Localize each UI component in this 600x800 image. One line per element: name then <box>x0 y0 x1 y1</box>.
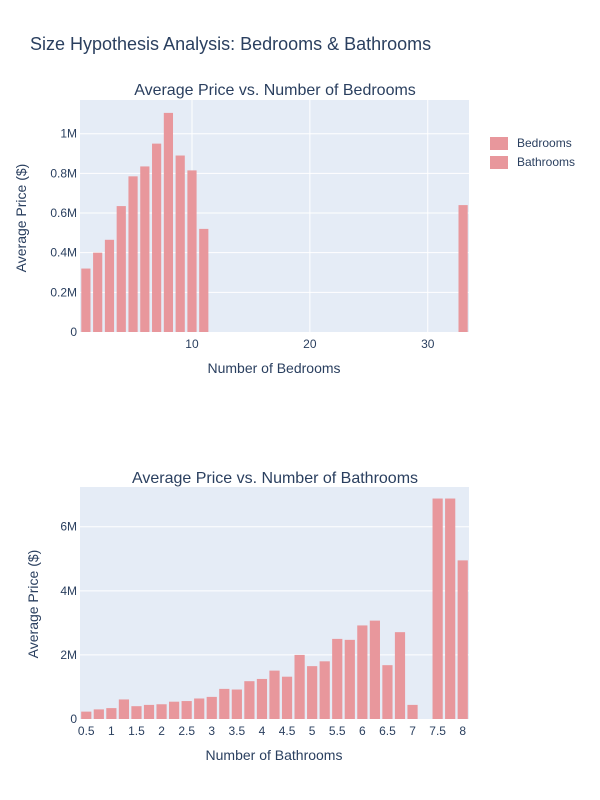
bathrooms-x-tick-label: 1 <box>108 724 115 738</box>
bathrooms-bar-5-25[interactable] <box>319 661 330 719</box>
bathrooms-x-ticks: 0.5 1 1.5 2 2.5 3 3.5 4 4.5 5 5.5 6 6.5 7 7.5 8 <box>78 724 466 738</box>
legend-label-bathrooms: Bathrooms <box>517 155 575 169</box>
bathrooms-bar-7-75[interactable] <box>445 498 456 719</box>
bathrooms-bar-6-75[interactable] <box>394 632 406 719</box>
bathrooms-y-axis-title: Average Price ($) <box>25 550 41 659</box>
bathrooms-x-tick-label: 3.5 <box>229 724 246 738</box>
legend-swatch-bathrooms <box>490 156 508 169</box>
bedrooms-bar-3[interactable] <box>104 239 115 332</box>
bathrooms-bar-3[interactable] <box>206 696 217 719</box>
bathrooms-x-tick-label: 4 <box>259 724 266 738</box>
bathrooms-bar-5-75[interactable] <box>344 639 355 719</box>
bathrooms-y-tick-label: 2M <box>60 648 77 662</box>
bedrooms-bar-5[interactable] <box>128 176 138 332</box>
bedrooms-bar-33[interactable] <box>458 205 468 332</box>
bathrooms-bar-4-75[interactable] <box>294 654 305 719</box>
bedrooms-bar-1[interactable] <box>81 268 91 332</box>
bedrooms-x-axis-title: Number of Bedrooms <box>207 360 340 376</box>
bathrooms-bar-4[interactable] <box>256 678 268 719</box>
bedrooms-y-tick-label: 0 <box>70 325 77 339</box>
bathrooms-bar-5[interactable] <box>307 666 318 719</box>
bedrooms-subplot: 0 0.2M 0.4M 0.6M 0.8M 1M 10 20 30 Average Price… <box>13 82 469 376</box>
legend-label-bedrooms: Bedrooms <box>517 136 572 150</box>
bedrooms-x-tick-label: 10 <box>185 337 199 351</box>
bedrooms-bar-11[interactable] <box>199 228 209 332</box>
bedrooms-x-tick-label: 20 <box>303 337 317 351</box>
figure-title: Size Hypothesis Analysis: Bedrooms & Bat… <box>30 34 431 54</box>
bedrooms-bar-7[interactable] <box>152 143 162 332</box>
bathrooms-bar-0-75[interactable] <box>93 709 104 719</box>
bathrooms-bar-8[interactable] <box>457 560 468 719</box>
bathrooms-x-axis-title: Number of Bathrooms <box>206 747 343 763</box>
bedrooms-y-tick-label: 0.6M <box>50 206 77 220</box>
bathrooms-x-tick-label: 1.5 <box>128 724 145 738</box>
bathrooms-bars <box>81 498 468 719</box>
bedrooms-y-axis-title: Average Price ($) <box>13 164 29 273</box>
legend-item-bathrooms[interactable]: Bathrooms <box>490 155 575 169</box>
bathrooms-bar-3-75[interactable] <box>244 681 255 719</box>
bathrooms-y-ticks: 0 2M 4M 6M <box>60 520 77 726</box>
bathrooms-x-tick-label: 6 <box>359 724 366 738</box>
bedrooms-bars <box>81 112 468 332</box>
bathrooms-bar-2[interactable] <box>156 704 167 719</box>
bathrooms-x-tick-label: 0.5 <box>78 724 95 738</box>
bathrooms-x-tick-label: 2.5 <box>178 724 195 738</box>
bathrooms-y-tick-label: 6M <box>60 520 77 534</box>
bathrooms-x-tick-label: 3 <box>208 724 215 738</box>
bathrooms-bar-2-25[interactable] <box>169 701 180 719</box>
bathrooms-x-tick-label: 4.5 <box>279 724 296 738</box>
bathrooms-y-tick-label: 0 <box>70 712 77 726</box>
bedrooms-y-ticks: 0 0.2M 0.4M 0.6M 0.8M 1M <box>50 127 77 339</box>
bedrooms-plot-area <box>80 100 469 332</box>
bathrooms-bar-6-5[interactable] <box>382 665 393 719</box>
bathrooms-x-tick-label: 5.5 <box>329 724 346 738</box>
bedrooms-y-tick-label: 1M <box>60 127 77 141</box>
bedrooms-bar-4[interactable] <box>116 206 126 332</box>
bathrooms-x-tick-label: 8 <box>459 724 466 738</box>
bathrooms-bar-1-75[interactable] <box>143 704 155 719</box>
bedrooms-bar-8[interactable] <box>163 112 174 332</box>
legend: Bedrooms Bathrooms <box>490 136 575 169</box>
bathrooms-x-tick-label: 6.5 <box>379 724 396 738</box>
bathrooms-bar-6-25[interactable] <box>369 620 380 719</box>
bathrooms-subplot: 0 2M 4M 6M 0.5 1 1.5 2 2.5 3 3.5 4 4.5 5 5.5 6 6.5 7 7.5 8… <box>25 470 469 763</box>
bathrooms-bar-3-25[interactable] <box>219 688 230 719</box>
bathrooms-y-tick-label: 4M <box>60 584 77 598</box>
bathrooms-x-tick-label: 7 <box>409 724 416 738</box>
bedrooms-y-tick-label: 0.2M <box>50 285 77 299</box>
bathrooms-bar-5-5[interactable] <box>332 638 343 719</box>
bathrooms-bar-0-5[interactable] <box>81 711 92 719</box>
bedrooms-y-tick-label: 0.8M <box>50 166 77 180</box>
bedrooms-bar-6[interactable] <box>140 166 150 332</box>
bathrooms-bar-2-75[interactable] <box>194 698 205 719</box>
bedrooms-chart-title: Average Price vs. Number of Bedrooms <box>134 82 416 99</box>
bathrooms-x-tick-label: 5 <box>309 724 316 738</box>
bathrooms-x-tick-label: 7.5 <box>429 724 446 738</box>
legend-swatch-bedrooms <box>490 137 508 150</box>
bedrooms-x-tick-label: 30 <box>421 337 435 351</box>
bathrooms-chart-title: Average Price vs. Number of Bathrooms <box>132 470 418 487</box>
bathrooms-bar-2-5[interactable] <box>181 701 192 719</box>
bathrooms-bar-1-5[interactable] <box>131 706 142 719</box>
bathrooms-x-tick-label: 2 <box>158 724 165 738</box>
bathrooms-bar-4-5[interactable] <box>281 676 293 719</box>
bedrooms-bar-10[interactable] <box>187 170 197 332</box>
bathrooms-bar-7[interactable] <box>407 704 418 719</box>
bathrooms-bar-6[interactable] <box>357 625 368 719</box>
bathrooms-bar-3-5[interactable] <box>231 689 242 719</box>
bathrooms-bar-1-25[interactable] <box>118 699 130 719</box>
bedrooms-bar-9[interactable] <box>175 155 185 332</box>
legend-item-bedrooms[interactable]: Bedrooms <box>490 136 572 150</box>
bathrooms-bar-7-5[interactable] <box>432 498 443 719</box>
bathrooms-bar-1[interactable] <box>106 708 117 719</box>
bedrooms-y-tick-label: 0.4M <box>50 246 77 260</box>
bedrooms-bar-2[interactable] <box>93 252 103 332</box>
bedrooms-x-ticks: 10 20 30 <box>185 337 434 351</box>
bathrooms-bar-4-25[interactable] <box>269 670 280 719</box>
